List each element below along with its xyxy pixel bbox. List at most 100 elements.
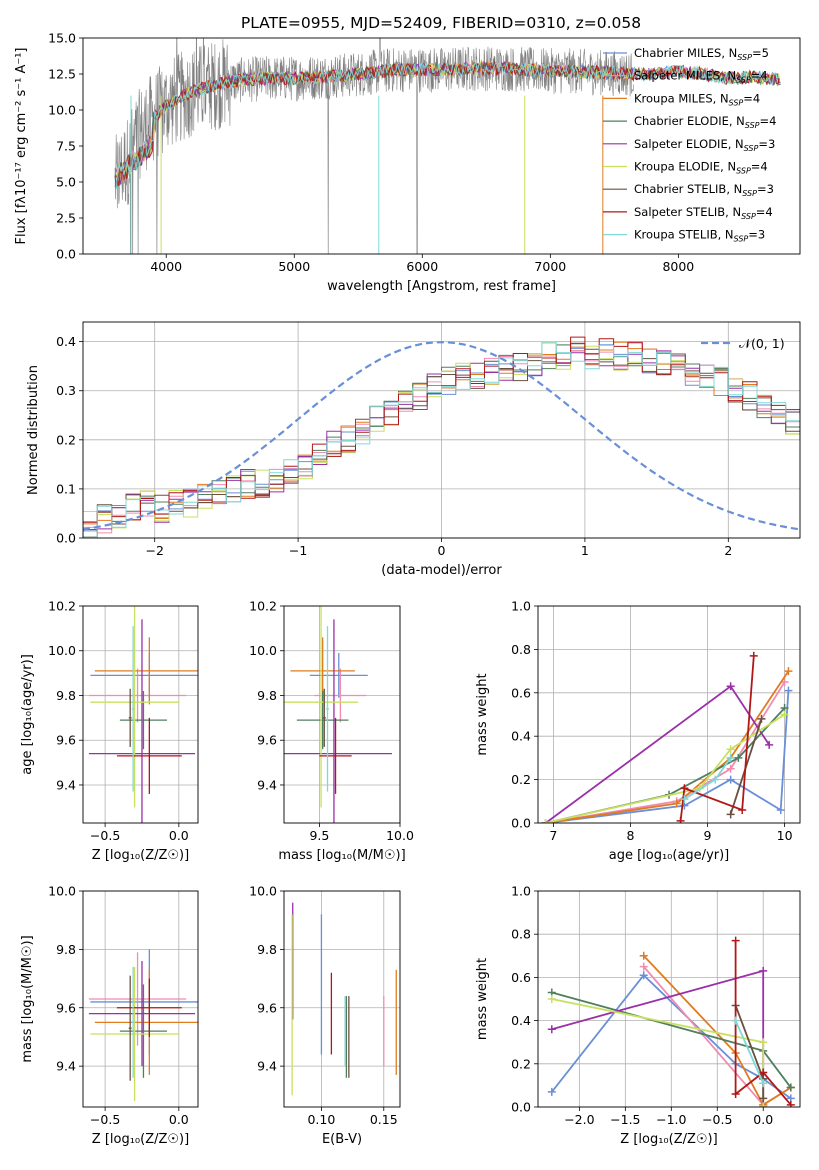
x-tick-label: −0.5 (90, 828, 120, 843)
weight-line-kroupa_miles (545, 670, 790, 823)
y-tick-label: 0.0 (56, 247, 76, 262)
x-tick-label: 0.0 (753, 1112, 773, 1127)
x-tick-label: −2 (145, 543, 163, 558)
x-tick-label: 0.15 (370, 1112, 398, 1127)
weight-marker-chabrier_elodie (786, 1083, 795, 1092)
x-tick-label: 10.0 (386, 828, 414, 843)
x-tick-label: 2 (724, 543, 732, 558)
legend-label-chabrier_elodie: Chabrier ELODIE, NSSP=4 (634, 114, 776, 130)
weight-marker-kroupa_stelib (711, 775, 720, 784)
axes-frame (82, 605, 199, 824)
weight-marker-chabrier_elodie (734, 753, 743, 762)
weight-marker-salpeter_elodie (726, 682, 735, 691)
y-tick-label: 2.5 (56, 211, 76, 226)
weight-marker-salpeter_stelib (680, 784, 689, 793)
legend-label-normal: 𝒩(0, 1) (739, 336, 785, 351)
panel-mass-vs-ebv: 0.10 0.15 9.4 9.6 9.8 10.0 E(B-V) (249, 884, 401, 1147)
weight-marker-salpeter_stelib (786, 1100, 795, 1107)
weight-marker-salpeter_stelib (676, 816, 685, 823)
x-tick-label: 6000 (406, 259, 438, 274)
y-tick-label: 0.4 (511, 729, 531, 744)
y-tick-label: 9.4 (257, 1059, 277, 1074)
x-axis-label: Z [log₁₀(Z/Z☉)] (92, 848, 189, 863)
y-tick-label: 10.2 (249, 599, 277, 614)
y-tick-label: 9.6 (257, 1000, 277, 1015)
errorbars (284, 606, 392, 823)
weight-marker-chabrier_stelib (757, 714, 766, 723)
weight-marker-kroupa_elodie (759, 1103, 768, 1107)
panel-age-vs-Z: −0.5 0.0 9.4 9.6 9.8 10.0 10.2 Z [log₁₀(Z/Z☉)] a… (20, 599, 199, 863)
x-tick-label: 0.0 (169, 1112, 189, 1127)
y-tick-label: 0.4 (511, 1013, 531, 1028)
x-tick-label: −2.0 (564, 1112, 594, 1127)
y-tick-label: 1.0 (511, 884, 531, 899)
weight-marker-salpeter_stelib (759, 1068, 768, 1077)
x-tick-label: −1 (289, 543, 307, 558)
legend-label-chabrier_stelib: Chabrier STELIB, NSSP=3 (634, 182, 774, 198)
legend-label-salpeter_elodie: Salpeter ELODIE, NSSP=3 (634, 137, 775, 153)
y-tick-label: 10.0 (48, 103, 76, 118)
panel-residuals: −2 −1 0 1 2 0.0 0.1 0.2 0.3 0.4 (data-model)/error… (26, 321, 801, 578)
y-tick-label: 10.0 (48, 884, 76, 899)
x-tick-label: −0.5 (702, 1112, 732, 1127)
x-tick-label: −1.0 (656, 1112, 686, 1127)
x-axis-label: Z [log₁₀(Z/Z☉)] (620, 1132, 717, 1147)
x-tick-label: 5000 (278, 259, 310, 274)
weight-marker-chabrier_miles (547, 1087, 556, 1096)
weight-series (541, 651, 793, 823)
weight-marker-chabrier_stelib (726, 810, 735, 819)
x-axis-label: Z [log₁₀(Z/Z☉)] (92, 1132, 189, 1147)
y-tick-label: 9.8 (56, 688, 76, 703)
legend-label-salpeter_stelib: Salpeter STELIB, NSSP=4 (634, 205, 773, 221)
y-tick-label: 9.8 (56, 942, 76, 957)
y-tick-label: 9.4 (257, 777, 277, 792)
weight-marker-salpeter_miles (726, 764, 735, 773)
x-tick-label: 1 (581, 543, 589, 558)
weight-marker-salpeter_elodie (547, 1025, 556, 1034)
weight-marker-kroupa_elodie (541, 819, 550, 823)
y-tick-label: 0.3 (56, 383, 76, 398)
weight-marker-kroupa_miles (784, 667, 793, 676)
figure-title: PLATE=0955, MJD=52409, FIBERID=0310, z=0… (241, 14, 641, 32)
weight-marker-kroupa_elodie (547, 995, 556, 1003)
y-tick-label: 10.0 (249, 643, 277, 658)
x-tick-label: 8000 (662, 259, 694, 274)
histograms (83, 336, 800, 538)
y-tick-label: 9.4 (56, 777, 76, 792)
x-tick-label: 0.10 (307, 1112, 335, 1127)
panel-age-vs-mass: 9.5 10.0 9.4 9.6 9.8 10.0 10.2 mass [log₁₀(M/M☉… (249, 599, 414, 864)
weight-marker-kroupa_miles (639, 951, 648, 960)
weight-marker-kroupa_elodie (726, 745, 735, 754)
weight-marker-kroupa_stelib (731, 1016, 740, 1025)
weight-marker-salpeter_stelib (738, 805, 747, 814)
weight-marker-salpeter_elodie (759, 966, 768, 975)
y-tick-label: 0.8 (511, 642, 531, 657)
weight-marker-chabrier_miles (784, 686, 793, 695)
axes-frame (82, 321, 801, 539)
histogram-salpeter_elodie (83, 350, 800, 538)
weight-marker-salpeter_elodie (765, 740, 774, 749)
y-axis-label: age [log₁₀(age/yr)] (20, 654, 35, 775)
weight-marker-kroupa_elodie (759, 1038, 768, 1047)
axes-frame (82, 37, 801, 255)
weight-marker-kroupa_miles (672, 799, 681, 808)
legend-label-kroupa_miles: Kroupa MILES, NSSP=4 (634, 91, 760, 107)
legend-label-chabrier_miles: Chabrier MILES, NSSP=5 (634, 46, 769, 62)
x-tick-label: 0.0 (169, 828, 189, 843)
x-axis-label: age [log₁₀(age/yr)] (609, 848, 730, 863)
y-tick-label: 0.0 (56, 531, 76, 546)
panel-mass-vs-Z: −0.5 0.0 9.4 9.6 9.8 10.0 Z [log₁₀(Z/Z☉)] mass … (20, 884, 199, 1147)
y-axis-label: mass weight (475, 673, 490, 755)
y-tick-label: 9.6 (56, 1000, 76, 1015)
weight-line-salpeter_stelib (679, 655, 755, 821)
y-tick-label: 0.0 (511, 816, 531, 831)
x-tick-label: 4000 (150, 259, 182, 274)
histogram-salpeter_stelib (83, 336, 800, 538)
y-tick-label: 9.6 (257, 733, 277, 748)
weight-marker-chabrier_stelib (759, 1094, 768, 1103)
normal-curve-line (83, 341, 800, 531)
y-axis-label: Flux [fλ10⁻¹⁷ erg cm⁻² s⁻¹ A⁻¹] (14, 48, 29, 245)
y-tick-label: 0.2 (511, 772, 531, 787)
y-tick-label: 9.8 (257, 688, 277, 703)
weight-line-kroupa_stelib (734, 1020, 765, 1084)
